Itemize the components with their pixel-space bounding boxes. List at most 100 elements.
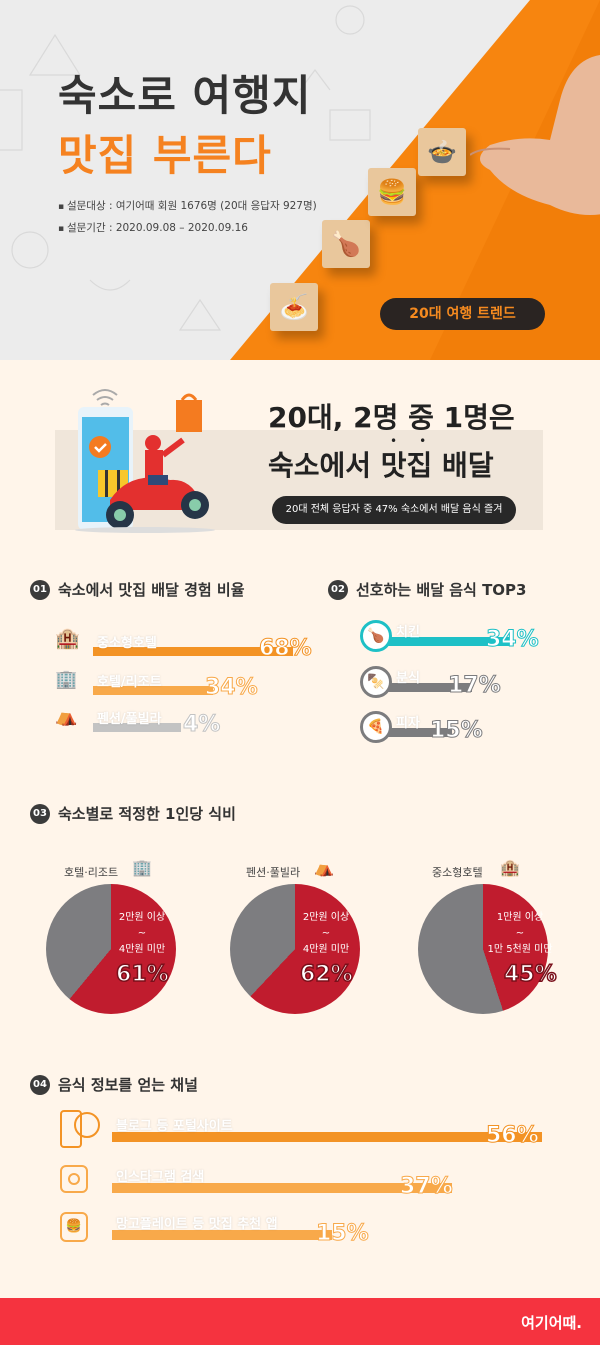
bar-instagram: [112, 1183, 452, 1193]
pie: [46, 884, 176, 1014]
section-4-title: 04 음식 정보를 얻는 채널: [30, 1074, 198, 1095]
bar-row-hotel-resort: 🏢 호텔/리조트 34%: [55, 665, 315, 701]
bar-label: 블로그 등 포털사이트: [116, 1119, 233, 1134]
pension-icon: ⛺: [55, 706, 78, 727]
section-number-badge: 02: [328, 579, 348, 600]
hotel-resort-icon: 🏢: [132, 858, 152, 877]
chicken-block-icon: 🍗: [322, 220, 370, 268]
camera-lens-icon: [68, 1173, 80, 1185]
bar-value: 4%: [182, 712, 221, 738]
range-mid: ~: [515, 928, 525, 939]
range-bottom: 1만 5천원 미만: [487, 944, 553, 955]
pie-range-label: 2만원 이상 ~ 4만원 미만: [106, 910, 178, 958]
chicken-icon: 🍗: [360, 620, 392, 652]
bar-value: 17%: [448, 673, 502, 699]
bar-label: 망고플레이트 등 맛집 추천 앱: [116, 1217, 278, 1232]
pension-icon: ⛺: [314, 858, 334, 877]
burger-app-icon: 🍔: [60, 1212, 88, 1242]
pie: [230, 884, 360, 1014]
hero-title-line2: 맛집 부른다: [58, 131, 272, 180]
bar-row-app: 🍔 망고플레이트 등 맛집 추천 앱 15%: [60, 1212, 550, 1247]
intro-headline-line2: 숙소에서 맛집 배달: [268, 449, 494, 482]
pie-category-label: 펜션·풀빌라: [246, 866, 301, 879]
survey-period: 설문기간 : 2020.09.08 – 2020.09.16: [58, 218, 317, 240]
bar-value: 15%: [430, 718, 484, 744]
range-top: 1만원 이상: [496, 912, 544, 923]
range-top: 2만원 이상: [302, 912, 350, 923]
bar-row-bunsik: 🍢 분식 17%: [360, 666, 560, 699]
bar-row-portal: 블로그 등 포털사이트 56%: [60, 1110, 550, 1150]
bar-bunsik: [380, 683, 472, 692]
pie-percent: 62%: [299, 961, 353, 988]
noodle-block-icon: 🍝: [270, 283, 318, 331]
bar-chicken: [380, 637, 510, 646]
emphasis-dots: ••: [390, 434, 449, 448]
pie-chart-hotel-resort: 호텔·리조트 🏢 2만원 이상 ~ 4만원 미만 61%: [46, 858, 196, 1018]
section-title-text: 선호하는 배달 음식 TOP3: [356, 581, 527, 599]
bar-hotel-resort: [93, 686, 213, 695]
small-hotel-icon: 🏨: [55, 626, 80, 650]
survey-info-list: 설문대상 : 여기어때 회원 1676명 (20대 응답자 927명) 설문기간…: [58, 196, 317, 240]
bar-app: [112, 1230, 332, 1240]
bar-small-hotel: [93, 647, 293, 656]
pie: [418, 884, 548, 1014]
bar-label: 인스타그램 검색: [116, 1170, 205, 1185]
bar-value: 68%: [259, 636, 313, 662]
intro-headline-line1: 20대, 2명 중 1명은: [268, 401, 515, 434]
brand-logo: 여기어때.: [521, 1314, 582, 1332]
bar-portal: [112, 1132, 542, 1142]
pie-chart-small-hotel: 중소형호텔 🏨 1만원 이상 ~ 1만 5천원 미만 45%: [418, 858, 568, 1018]
bar-value: 34%: [486, 627, 540, 653]
pie-chart-pension: 펜션·풀빌라 ⛺ 2만원 이상 ~ 4만원 미만 62%: [230, 858, 380, 1018]
pie-category-label: 중소형호텔: [432, 866, 483, 879]
section-1-title: 01 숙소에서 맛집 배달 경험 비율: [30, 579, 245, 600]
bar-value: 56%: [486, 1123, 540, 1149]
pie-percent: 45%: [503, 961, 557, 988]
section-3-title: 03 숙소별로 적정한 1인당 식비: [30, 803, 236, 824]
hero-title-line1: 숙소로 여행지: [58, 71, 312, 120]
bunsik-icon: 🍢: [360, 666, 392, 698]
section-number-badge: 03: [30, 803, 50, 824]
delivery-scooter-illustration: [75, 389, 215, 533]
bar-row-chicken: 🍗 치킨 34%: [360, 620, 560, 653]
bar-value: 15%: [316, 1221, 370, 1247]
pie-percent: 61%: [115, 961, 169, 988]
pie-range-label: 2만원 이상 ~ 4만원 미만: [290, 910, 362, 958]
bar-label: 피자: [396, 716, 420, 731]
camera-icon: [60, 1165, 88, 1193]
range-bottom: 4만원 미만: [302, 944, 350, 955]
survey-target: 설문대상 : 여기어때 회원 1676명 (20대 응답자 927명): [58, 196, 317, 218]
range-mid: ~: [321, 928, 331, 939]
bar-value: 34%: [205, 675, 259, 701]
bar-row-instagram: 인스타그램 검색 37%: [60, 1165, 550, 1200]
pie-range-label: 1만원 이상 ~ 1만 5천원 미만: [480, 910, 560, 958]
pie-category-label: 호텔·리조트: [64, 866, 119, 879]
range-mid: ~: [137, 928, 147, 939]
bar-pension: [93, 723, 181, 732]
section-number-badge: 04: [30, 1074, 50, 1095]
section-title-text: 숙소에서 맛집 배달 경험 비율: [58, 581, 245, 599]
section-title-text: 숙소별로 적정한 1인당 식비: [58, 805, 236, 823]
hotel-resort-icon: 🏢: [55, 669, 78, 690]
section-number-badge: 01: [30, 579, 50, 600]
pizza-icon: 🍕: [360, 711, 392, 743]
range-top: 2만원 이상: [118, 912, 166, 923]
range-bottom: 4만원 미만: [118, 944, 166, 955]
intro-summary-pill: 20대 전체 응답자 중 47% 숙소에서 배달 음식 즐겨: [272, 496, 516, 524]
hand-icon: [470, 55, 600, 215]
bar-label: 치킨: [396, 625, 420, 640]
small-hotel-icon: 🏨: [500, 858, 520, 877]
section-title-text: 음식 정보를 얻는 채널: [58, 1076, 198, 1094]
footer-bar: 여기어때.: [0, 1298, 600, 1345]
bar-label: 펜션/풀빌라: [97, 712, 162, 727]
bar-pizza: [380, 728, 452, 737]
bar-label: 호텔/리조트: [97, 675, 162, 690]
section-2-title: 02 선호하는 배달 음식 TOP3: [328, 579, 526, 600]
globe-icon: [74, 1112, 100, 1138]
burger-block-icon: 🍔: [368, 168, 416, 216]
fish-dish-block-icon: 🍲: [418, 128, 466, 176]
bar-row-pizza: 🍕 피자 15%: [360, 711, 560, 744]
bar-label: 중소형호텔: [97, 636, 157, 651]
hero-banner: 숙소로 여행지 맛집 부른다 설문대상 : 여기어때 회원 1676명 (20대…: [0, 0, 600, 360]
